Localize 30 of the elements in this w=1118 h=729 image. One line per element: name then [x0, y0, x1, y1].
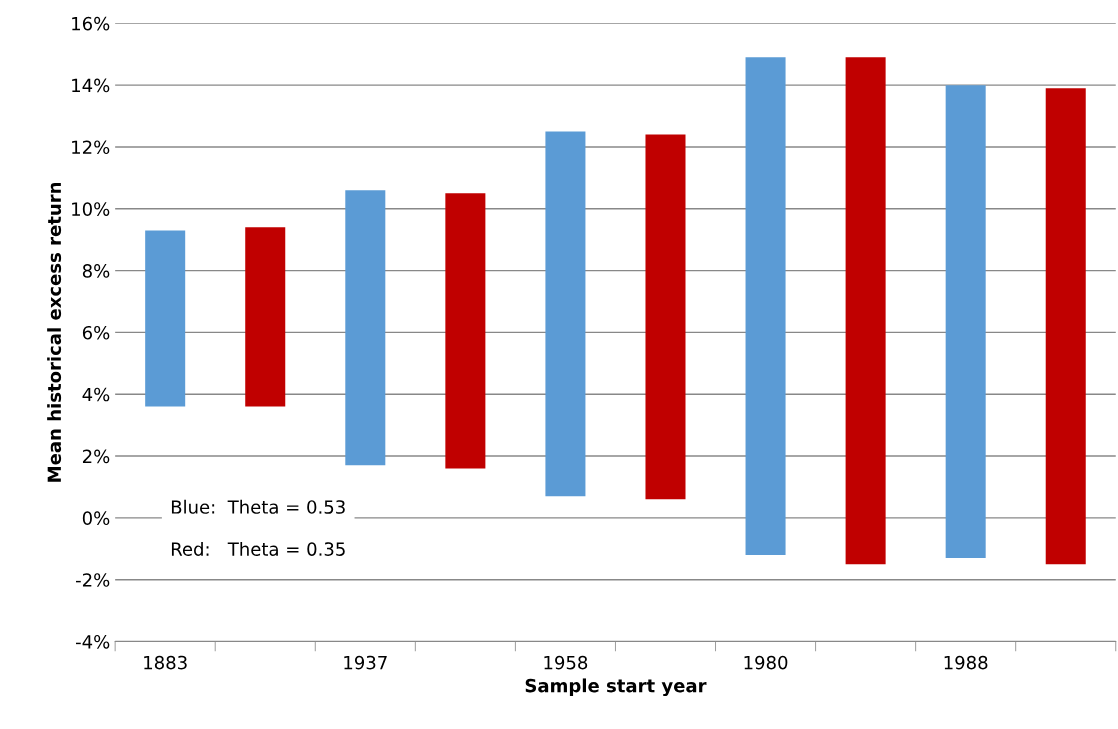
y-axis-title: Mean historical excess return	[47, 182, 62, 482]
bar	[945, 85, 986, 559]
annotation: Red: Theta = 0.35	[171, 541, 345, 556]
bar	[245, 227, 286, 407]
bar	[645, 134, 686, 500]
y-tick-label: -4%	[76, 634, 110, 649]
bar	[445, 193, 486, 469]
y-tick-label: 0%	[82, 511, 110, 525]
bar	[145, 230, 186, 407]
x-tick-label: 1988	[944, 655, 988, 670]
x-tick-label: 1883	[144, 655, 187, 670]
annotation: Blue: Theta = 0.53	[171, 499, 345, 514]
y-tick-label: 10%	[72, 202, 110, 216]
y-tick-label: 14%	[72, 78, 110, 93]
bar	[845, 57, 886, 565]
y-tick-label: 12%	[72, 140, 110, 155]
x-tick-label: 1937	[344, 655, 387, 670]
x-tick-label: 1980	[744, 655, 788, 670]
y-tick-label: 2%	[82, 449, 110, 464]
bar	[1045, 88, 1086, 565]
bar	[545, 131, 586, 497]
x-axis-title: Sample start year	[525, 678, 707, 697]
y-tick-label: 4%	[82, 387, 110, 402]
y-tick-label: 6%	[82, 325, 110, 340]
bar	[345, 190, 386, 466]
bar	[745, 57, 786, 555]
y-tick-label: 8%	[82, 264, 110, 278]
y-tick-label: 16%	[72, 16, 110, 31]
y-tick-label: -2%	[76, 573, 110, 587]
x-tick-label: 1958	[544, 655, 588, 670]
